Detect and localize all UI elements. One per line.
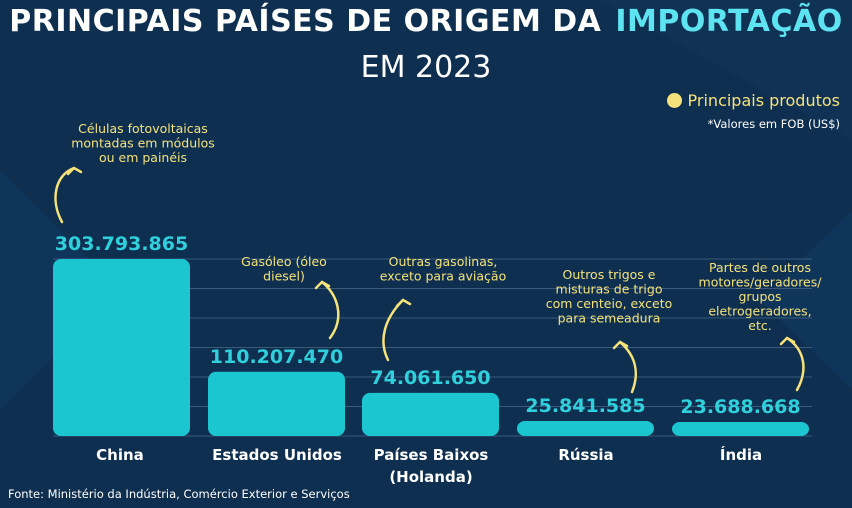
legend-dot-icon <box>666 93 682 108</box>
annotation-text: montadas em módulos <box>71 136 215 151</box>
annotation-text: grupos <box>738 289 781 304</box>
annotation-text: eletrogeradores, <box>708 304 811 319</box>
category-label: Rússia <box>558 446 613 464</box>
annotation-arrowhead-icon <box>314 280 331 290</box>
category-label: Estados Unidos <box>212 446 342 464</box>
chart-title-main: PRINCIPAIS PAÍSES DE ORIGEM DA <box>9 4 602 39</box>
annotation-arrowhead-icon <box>395 298 412 308</box>
annotation-text: Partes de outros <box>709 260 811 275</box>
annotation-arrow <box>382 298 405 362</box>
chart-title-highlight: IMPORTAÇÃO <box>615 4 843 39</box>
annotation-text: com centeio, exceto <box>546 296 673 311</box>
value-label: 23.688.668 <box>680 396 800 418</box>
category-label: (Holanda) <box>389 468 472 486</box>
annotation-text: Gasóleo (óleo <box>241 254 327 269</box>
value-label: 25.841.585 <box>525 395 645 417</box>
source-note: Fonte: Ministério da Indústria, Comércio… <box>8 487 350 501</box>
annotation-arrowhead-icon <box>612 340 629 350</box>
annotation-arrowhead-icon <box>66 166 83 176</box>
bar <box>53 259 190 436</box>
legend-label: Principais produtos <box>687 91 840 110</box>
annotation-arrow <box>54 166 76 224</box>
bar <box>362 392 499 436</box>
annotation-text: exceto para aviação <box>380 269 506 284</box>
annotation-text: misturas de trigo <box>556 282 663 297</box>
annotation-text: motores/geradores/ <box>699 275 823 290</box>
bar <box>208 371 345 436</box>
category-label: China <box>96 446 144 464</box>
annotation-arrow <box>618 340 637 394</box>
bar <box>672 422 809 436</box>
annotation-text: Outros trigos e <box>563 267 656 282</box>
annotation-arrow <box>320 280 340 340</box>
annotation-text: Outras gasolinas, <box>389 254 498 269</box>
category-label: Índia <box>720 445 762 464</box>
annotation-text: para semeadura <box>558 311 661 326</box>
value-label: 303.793.865 <box>55 233 188 255</box>
legend: Principais produtos <box>666 91 840 110</box>
chart-title: PRINCIPAIS PAÍSES DE ORIGEM DA IMPORTAÇÃO <box>0 4 852 39</box>
value-label: 74.061.650 <box>370 367 490 389</box>
annotation-text: ou em painéis <box>99 150 187 165</box>
annotation-arrow <box>785 336 805 392</box>
chart-subtitle: EM 2023 <box>360 50 492 85</box>
category-label: Países Baixos <box>374 446 489 464</box>
currency-note: *Valores em FOB (US$) <box>707 117 840 131</box>
value-label: 110.207.470 <box>210 346 343 368</box>
annotation-arrowhead-icon <box>779 336 796 346</box>
annotation-text: etc. <box>748 318 771 333</box>
annotation-text: diesel) <box>263 269 305 284</box>
bar <box>517 420 654 436</box>
annotation-text: Células fotovoltaicas <box>78 121 208 136</box>
